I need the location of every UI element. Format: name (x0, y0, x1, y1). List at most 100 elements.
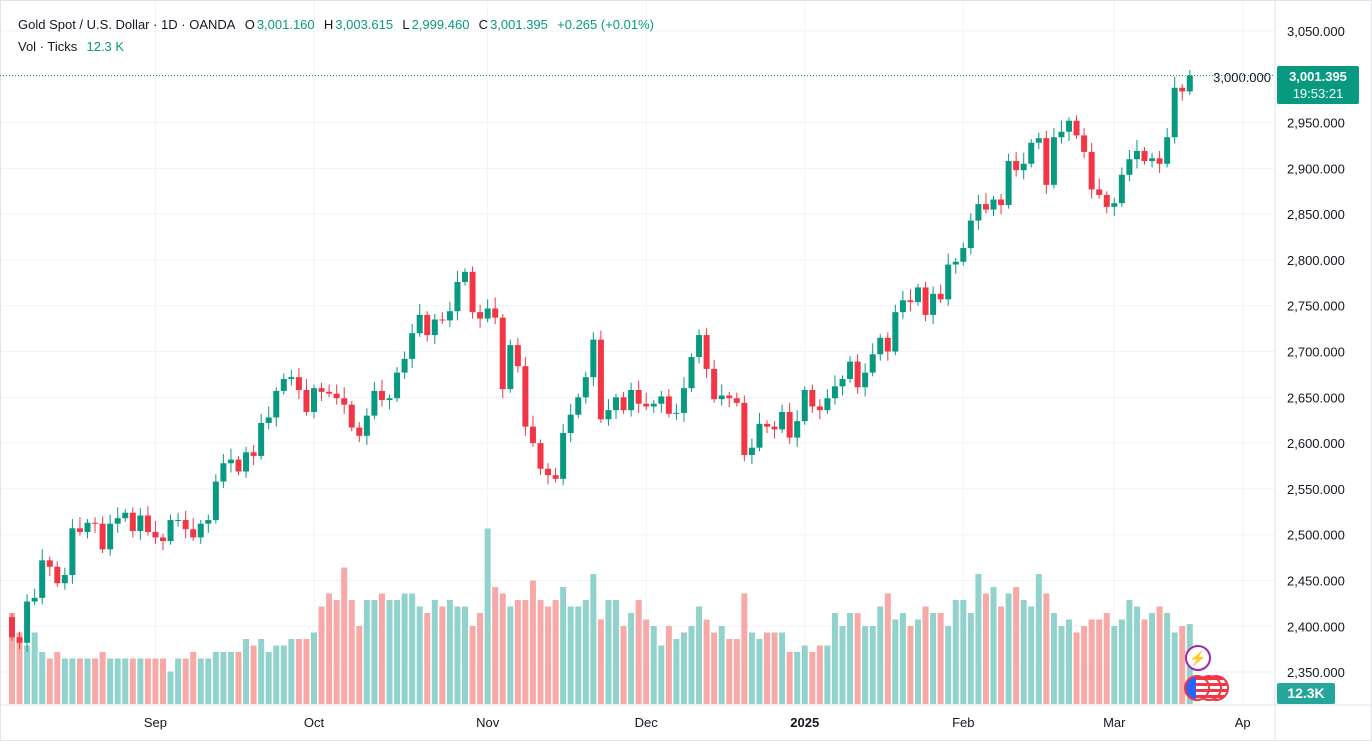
volume-bar (1035, 574, 1042, 704)
candle-body (884, 337, 891, 352)
volume-bar (967, 613, 974, 704)
volume-bar (937, 613, 944, 704)
x-tick-label: Dec (635, 715, 659, 730)
candle-body (552, 475, 559, 479)
volume-bar (575, 606, 582, 704)
candle-body (76, 528, 83, 532)
candle-body (605, 410, 612, 420)
volume-bar (915, 619, 921, 704)
candle-body (1149, 158, 1156, 162)
candle-body (190, 529, 197, 538)
x-tick-label: Ap (1235, 715, 1251, 730)
candle-body (401, 358, 408, 373)
candle-body (507, 345, 514, 390)
last-price: 3,001.395 (1289, 69, 1347, 84)
volume-bar (696, 606, 703, 704)
candle-body (711, 368, 718, 400)
candle-body (628, 389, 635, 411)
volume-bar (318, 606, 325, 704)
candle-body (9, 617, 15, 638)
volume-bar (416, 606, 423, 704)
volume-bar (227, 652, 234, 704)
volume-bar (258, 639, 265, 704)
candle-body (764, 423, 770, 427)
us-flag-event-icon[interactable] (1184, 675, 1210, 701)
candle-body (907, 300, 914, 303)
volume-bar (786, 652, 793, 704)
candle-body (854, 361, 861, 388)
candle-body (303, 389, 310, 412)
candle-body (982, 204, 989, 210)
candle-body (1164, 137, 1171, 164)
candle-body (869, 354, 876, 373)
volume-bar (854, 613, 861, 704)
candle-body (409, 333, 416, 359)
candle-body (514, 345, 521, 367)
volume-bar (250, 645, 257, 704)
x-tick-label: Feb (952, 715, 974, 730)
volume-bar (884, 593, 891, 704)
volume-bar (273, 645, 280, 704)
candle-body (1156, 158, 1163, 164)
candle-body (1035, 138, 1042, 143)
candle-body (212, 481, 219, 521)
candle-body (167, 520, 174, 542)
candle-body (439, 319, 446, 321)
volume-bar (613, 600, 619, 704)
lightning-event-icon[interactable]: ⚡ (1185, 645, 1211, 671)
candle-body (567, 414, 574, 434)
candle-body (1020, 163, 1027, 171)
volume-bar (1149, 613, 1156, 704)
volume-bar (311, 632, 317, 704)
candle-body (696, 335, 703, 358)
volume-bar (84, 658, 91, 704)
candle-body (1066, 120, 1072, 132)
candle-body (522, 366, 529, 427)
volume-bar (899, 613, 906, 704)
volume-bar (220, 652, 227, 704)
candle-body (1050, 137, 1057, 185)
volume-bar (597, 619, 604, 704)
candle-body (39, 560, 46, 598)
volume-bar (356, 626, 363, 704)
volume-bar (839, 626, 846, 704)
volume-bar (582, 600, 589, 704)
y-tick-label: 2,450.000 (1287, 573, 1345, 588)
candle-body (46, 560, 53, 567)
volume-bar (1156, 606, 1163, 704)
candle-body (1171, 87, 1178, 138)
volume-bar (1073, 632, 1080, 704)
y-tick-label: 3,050.000 (1287, 24, 1345, 39)
candle-body (341, 398, 348, 405)
candle-body (1111, 203, 1118, 207)
candle-body (915, 287, 921, 303)
volume-bar (107, 658, 114, 704)
volume-bar (16, 632, 23, 704)
candle-body (122, 512, 129, 519)
candle-body (454, 281, 461, 312)
volume-bar (24, 645, 31, 704)
volume-bar (326, 593, 333, 704)
volume-bar (529, 580, 536, 704)
candle-body (839, 379, 846, 387)
volume-bar (1028, 606, 1035, 704)
volume-label[interactable]: Vol · Ticks (18, 39, 78, 54)
candle-body (847, 361, 854, 380)
candle-body (922, 287, 929, 315)
candle-body (61, 574, 68, 584)
open-value: 3,001.160 (256, 17, 315, 32)
candle-body (597, 339, 604, 420)
candle-body (250, 452, 257, 456)
volume-bar (1141, 619, 1148, 704)
volume-bar (733, 639, 740, 704)
candle-body (1096, 189, 1103, 195)
volume-bar (998, 606, 1005, 704)
symbol-title[interactable]: Gold Spot / U.S. Dollar · 1D · OANDA (18, 17, 236, 32)
y-tick-label: 2,750.000 (1287, 299, 1345, 314)
y-tick-label: 3,000.000 (1213, 70, 1271, 85)
volume-bar (122, 658, 129, 704)
volume-bar (794, 652, 801, 704)
candle-body (937, 293, 944, 300)
